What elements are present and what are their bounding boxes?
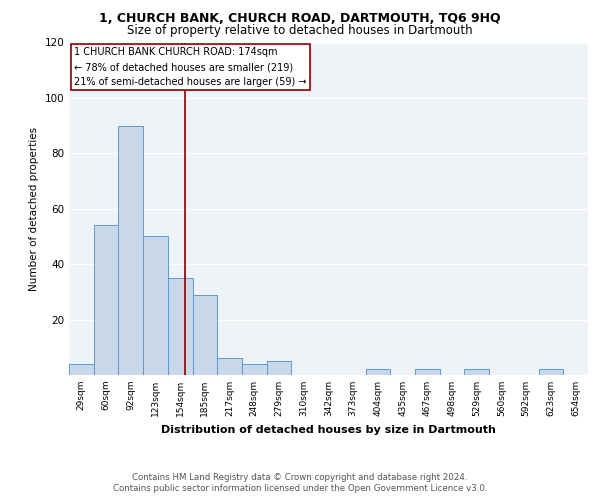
Bar bbox=[242, 364, 267, 375]
X-axis label: Distribution of detached houses by size in Dartmouth: Distribution of detached houses by size … bbox=[161, 424, 496, 434]
Bar bbox=[217, 358, 242, 375]
Text: 1 CHURCH BANK CHURCH ROAD: 174sqm
← 78% of detached houses are smaller (219)
21%: 1 CHURCH BANK CHURCH ROAD: 174sqm ← 78% … bbox=[74, 48, 307, 87]
Bar bbox=[267, 361, 292, 375]
Bar bbox=[193, 294, 217, 375]
Y-axis label: Number of detached properties: Number of detached properties bbox=[29, 126, 39, 291]
Bar bbox=[464, 370, 489, 375]
Text: 1, CHURCH BANK, CHURCH ROAD, DARTMOUTH, TQ6 9HQ: 1, CHURCH BANK, CHURCH ROAD, DARTMOUTH, … bbox=[99, 12, 501, 26]
Bar bbox=[168, 278, 193, 375]
Bar bbox=[143, 236, 168, 375]
Bar bbox=[539, 370, 563, 375]
Bar bbox=[118, 126, 143, 375]
Bar bbox=[69, 364, 94, 375]
Text: Contains public sector information licensed under the Open Government Licence v3: Contains public sector information licen… bbox=[113, 484, 487, 493]
Text: Contains HM Land Registry data © Crown copyright and database right 2024.: Contains HM Land Registry data © Crown c… bbox=[132, 472, 468, 482]
Text: Size of property relative to detached houses in Dartmouth: Size of property relative to detached ho… bbox=[127, 24, 473, 37]
Bar bbox=[415, 370, 440, 375]
Bar bbox=[365, 370, 390, 375]
Bar bbox=[94, 226, 118, 375]
